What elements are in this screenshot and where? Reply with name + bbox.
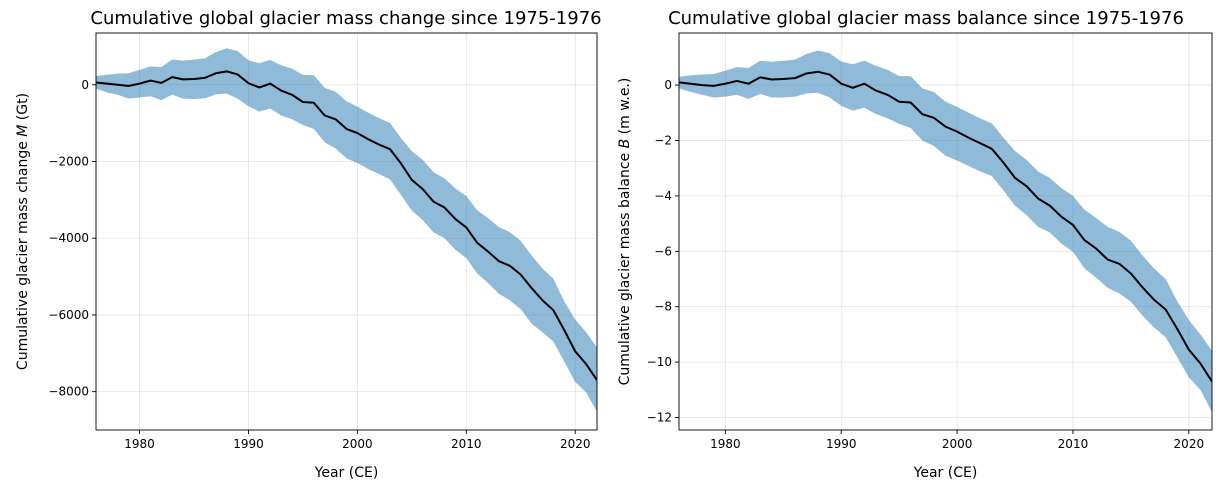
- x-tick-label: 1990: [826, 437, 857, 451]
- x-tick-label: 1980: [710, 437, 741, 451]
- x-tick-label: 1990: [233, 437, 264, 451]
- y-tick-label: −12: [647, 411, 672, 425]
- mass-balance-chart: 1980 1990 2000 2010 2020 0 −2 −4 −6 −8 −10 −12 Cumul…: [617, 8, 1213, 481]
- mass-change-chart: 1980 1990 2000 2010 2020 0 −2000 −4000 −6000 −800…: [15, 8, 602, 481]
- x-tick-label: 1980: [124, 437, 155, 451]
- x-axis-label: Year (CE): [913, 465, 978, 481]
- uncertainty-band: [96, 48, 597, 412]
- y-axis-label: Cumulative glacier mass change M (Gt): [15, 93, 31, 370]
- y-axis-label-text: Cumulative glacier mass change: [15, 137, 31, 370]
- y-axis-label-text: Cumulative glacier mass balance: [617, 148, 633, 385]
- x-tick-label: 2020: [560, 437, 591, 451]
- y-tick-label: −6000: [48, 308, 89, 322]
- uncertainty-band: [679, 50, 1212, 412]
- chart-title: Cumulative global glacier mass balance s…: [668, 8, 1184, 29]
- y-tick-label: 0: [81, 78, 89, 92]
- y-tick-label: 0: [664, 78, 672, 92]
- y-tick-label: −8: [654, 300, 672, 314]
- x-tick-label: 2010: [451, 437, 482, 451]
- mean-series-line: [679, 70, 1212, 383]
- x-tick-label: 2010: [1058, 437, 1089, 451]
- y-axis-label-unit: (Gt): [15, 93, 31, 125]
- y-tick-label: −2000: [48, 154, 89, 168]
- y-axis-label-unit: (m w.e.): [617, 78, 633, 139]
- y-axis-label: Cumulative glacier mass balance B (m w.e…: [617, 78, 633, 386]
- y-tick-label: −10: [647, 355, 672, 369]
- x-axis-label: Year (CE): [314, 465, 379, 481]
- axes-frame: [678, 32, 1213, 431]
- y-tick-label: −4: [654, 189, 672, 203]
- y-tick-label: −8000: [48, 385, 89, 399]
- y-axis-label-symbol: M: [15, 125, 31, 137]
- x-tick-label: 2000: [942, 437, 973, 451]
- y-tick-label: −2: [654, 133, 672, 147]
- y-axis-label-symbol: B: [617, 139, 633, 149]
- chart-title: Cumulative global glacier mass change si…: [90, 8, 601, 29]
- x-tick-label: 2000: [342, 437, 373, 451]
- y-tick-label: −4000: [48, 231, 89, 245]
- axes-frame: [95, 32, 598, 431]
- x-tick-label: 2020: [1174, 437, 1205, 451]
- y-tick-label: −6: [654, 244, 672, 258]
- mean-series-line: [96, 70, 597, 381]
